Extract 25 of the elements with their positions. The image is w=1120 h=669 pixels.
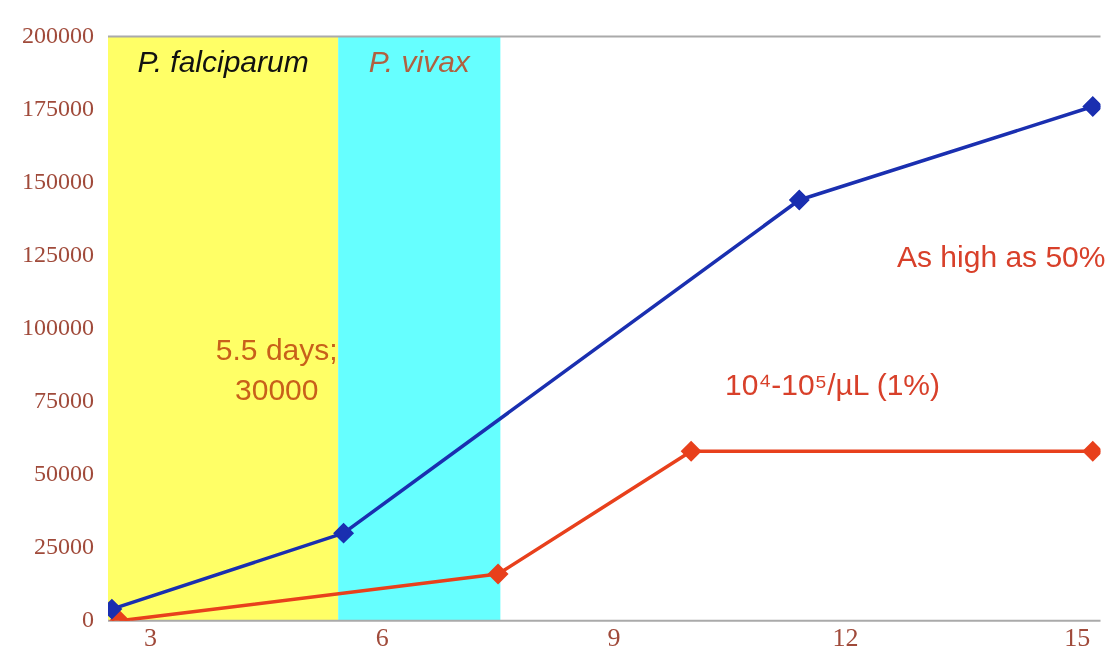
- point: [1083, 441, 1101, 462]
- y-tick-label: 0: [82, 606, 94, 633]
- annotation: 10⁴-10⁵/µL (1%): [725, 368, 940, 402]
- y-tick-label: 25000: [34, 533, 94, 560]
- y-tick-label: 125000: [22, 240, 94, 267]
- point: [333, 523, 354, 543]
- y-tick-label: 200000: [22, 21, 94, 48]
- point: [681, 441, 701, 462]
- y-tick-label: 100000: [22, 313, 94, 340]
- point: [1083, 96, 1101, 117]
- x-tick-label: 9: [607, 623, 621, 653]
- point: [488, 564, 508, 584]
- band-label: P. vivax: [368, 44, 471, 78]
- annotation: 5.5 days; 30000: [215, 333, 338, 407]
- y-tick-label: 75000: [34, 386, 94, 413]
- x-tick-label: 6: [375, 623, 389, 653]
- band-label: P. falciparum: [137, 44, 309, 78]
- point: [789, 190, 810, 210]
- y-tick-label: 50000: [34, 460, 94, 486]
- annotation: As high as 50%: [897, 239, 1106, 273]
- y-tick-label: 150000: [22, 167, 94, 194]
- x-tick-label: 12: [832, 623, 859, 653]
- x-tick-label: 3: [143, 623, 157, 653]
- x-tick-label: 15: [1064, 623, 1091, 653]
- y-tick-label: 175000: [22, 94, 94, 121]
